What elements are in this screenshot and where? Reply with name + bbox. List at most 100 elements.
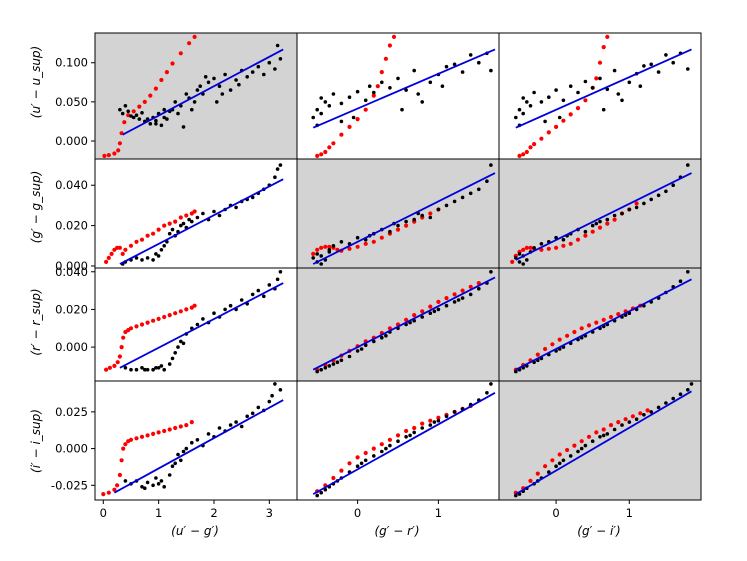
panel-3-0-data-point xyxy=(170,464,175,469)
panel-1-1-data-point xyxy=(444,203,449,208)
panel-2-2-fit-line xyxy=(515,278,692,371)
panel-1-2-model-point xyxy=(583,233,588,238)
panel-1-2-data-point xyxy=(620,211,624,216)
panel-1-1-data-point xyxy=(311,256,316,260)
panel-2-1-data-point xyxy=(339,358,344,363)
panel-0-2-model-point xyxy=(568,112,573,117)
panel-1-0-model-point xyxy=(117,245,122,250)
panel-1-0-data-point xyxy=(217,213,222,218)
panel-0-0-data-point xyxy=(162,107,166,112)
panel-2-0-data-point xyxy=(140,366,144,370)
panel-1-1-data-point xyxy=(404,219,408,224)
panel-0-0-model-point xyxy=(117,141,122,146)
panel-2-2-model-point xyxy=(535,352,540,357)
panel-3-2-data-point xyxy=(590,439,595,444)
panel-2-0-data-point xyxy=(154,366,158,370)
panel-0-0-model-point xyxy=(131,109,136,114)
panel-0-2-data-point xyxy=(539,100,544,104)
panel-1-2-model-point xyxy=(597,225,603,230)
panel-2-0-model-point xyxy=(139,322,145,327)
panel-2-1-data-point xyxy=(428,311,433,316)
panel-1-1-data-point xyxy=(327,250,332,254)
panel-2-1-plot-area xyxy=(312,270,496,374)
panel-2-0-model-point xyxy=(156,316,161,321)
panel-0-0-model-point xyxy=(142,99,147,104)
panel-0-1-data-point xyxy=(339,101,344,106)
panel-1-2-data-point xyxy=(634,205,639,210)
y-tick-label-3-2: 0.025 xyxy=(55,405,88,419)
panel-2-1-model-point xyxy=(444,296,449,301)
panel-0-2-data-point xyxy=(616,92,621,96)
panel-3-1-data-point xyxy=(428,423,433,427)
panel-2-1-data-point xyxy=(384,334,388,338)
panel-0-2-data-point xyxy=(656,70,661,74)
panel-0-2-model-point xyxy=(517,153,522,158)
panel-2-0-data-point xyxy=(162,367,166,372)
panel-3-0-data-point xyxy=(140,485,144,489)
panel-1-0-data-point xyxy=(195,215,200,220)
panel-3-0-model-point xyxy=(139,434,145,439)
panel-2-1-data-point xyxy=(359,347,364,351)
panel-1-1-data-point xyxy=(452,199,457,204)
panel-1-0-model-point xyxy=(184,213,189,218)
panel-3-2-model-point xyxy=(586,434,592,439)
panel-1-2-data-point xyxy=(525,258,529,262)
panel-3-0-model-point xyxy=(162,428,167,434)
panel-3-0-model-point xyxy=(106,490,111,495)
panel-0-2-data-point xyxy=(543,119,547,124)
panel-0-0-data-point xyxy=(234,78,238,82)
panel-2-0-model-point xyxy=(178,309,183,314)
panel-1-0-model-point xyxy=(156,227,161,232)
panel-1-1-data-point xyxy=(319,262,324,266)
panel-0-1-data-point xyxy=(440,84,445,88)
panel-1-2-model-point xyxy=(612,217,617,222)
panel-1-2-model-point xyxy=(510,259,515,264)
panel-3-0-model-point xyxy=(178,424,183,429)
panel-2-2-model-point xyxy=(616,312,621,317)
panel-1-0-data-point xyxy=(181,221,186,226)
panel-2-0-data-point xyxy=(170,356,175,361)
panel-0-2-data-point xyxy=(528,104,533,108)
y-tick-label-0-1: 0.050 xyxy=(55,95,88,109)
y-tick-label-1-2: 0.040 xyxy=(55,178,88,192)
panel-3-2-data-point xyxy=(620,423,624,427)
panel-0-1-data-point xyxy=(468,53,473,57)
panel-0-1-model-point xyxy=(363,107,368,112)
panel-3-2-fit-line xyxy=(515,390,692,495)
panel-1-2-model-point xyxy=(568,241,573,246)
panel-1-0-model-point xyxy=(106,255,111,260)
panel-1-2-model-point xyxy=(561,243,566,248)
panel-0-1-data-point xyxy=(420,100,425,104)
panel-2-2-model-point xyxy=(594,320,599,325)
panel-0-0-data-point xyxy=(162,115,166,120)
panel-3-0-data-point xyxy=(228,423,233,427)
panel-0-1-data-point xyxy=(355,89,360,94)
panel-2-1-data-point xyxy=(489,270,493,274)
panel-0-2-data-point xyxy=(514,115,518,120)
panel-3-1-data-point xyxy=(363,458,368,463)
panel-0-0-data-point xyxy=(212,76,216,81)
panel-1-0-data-point xyxy=(151,258,155,262)
panel-0-1-model-point xyxy=(387,43,392,48)
panel-2-1-data-point xyxy=(372,339,376,344)
panel-3-1-model-point xyxy=(363,450,368,456)
panel-1-0-data-point xyxy=(201,211,205,216)
panel-3-2-model-point xyxy=(572,443,577,448)
panel-2-1-data-point xyxy=(323,366,328,370)
panel-0-2-model-point xyxy=(524,149,529,155)
panel-0-2-model-point xyxy=(561,118,566,123)
panel-0-1-data-point xyxy=(460,70,465,74)
panel-3-2-model-point xyxy=(608,423,614,428)
panel-0-0-data-point xyxy=(176,111,180,116)
panel-0-0-model-point xyxy=(137,104,142,109)
panel-2-0-model-point xyxy=(173,311,178,316)
panel-1-0-model-point xyxy=(145,233,150,238)
panel-0-2-data-point xyxy=(517,107,522,112)
panel-3-0-data-point xyxy=(159,479,164,483)
col-label-0: (u′ − g′) xyxy=(171,524,219,538)
panel-2-0-model-point xyxy=(192,303,197,308)
panel-0-2-model-point xyxy=(583,98,588,103)
panel-3-2-data-point xyxy=(568,454,573,458)
panel-1-0-data-point xyxy=(145,256,150,260)
panel-3-1-data-point xyxy=(355,464,360,469)
